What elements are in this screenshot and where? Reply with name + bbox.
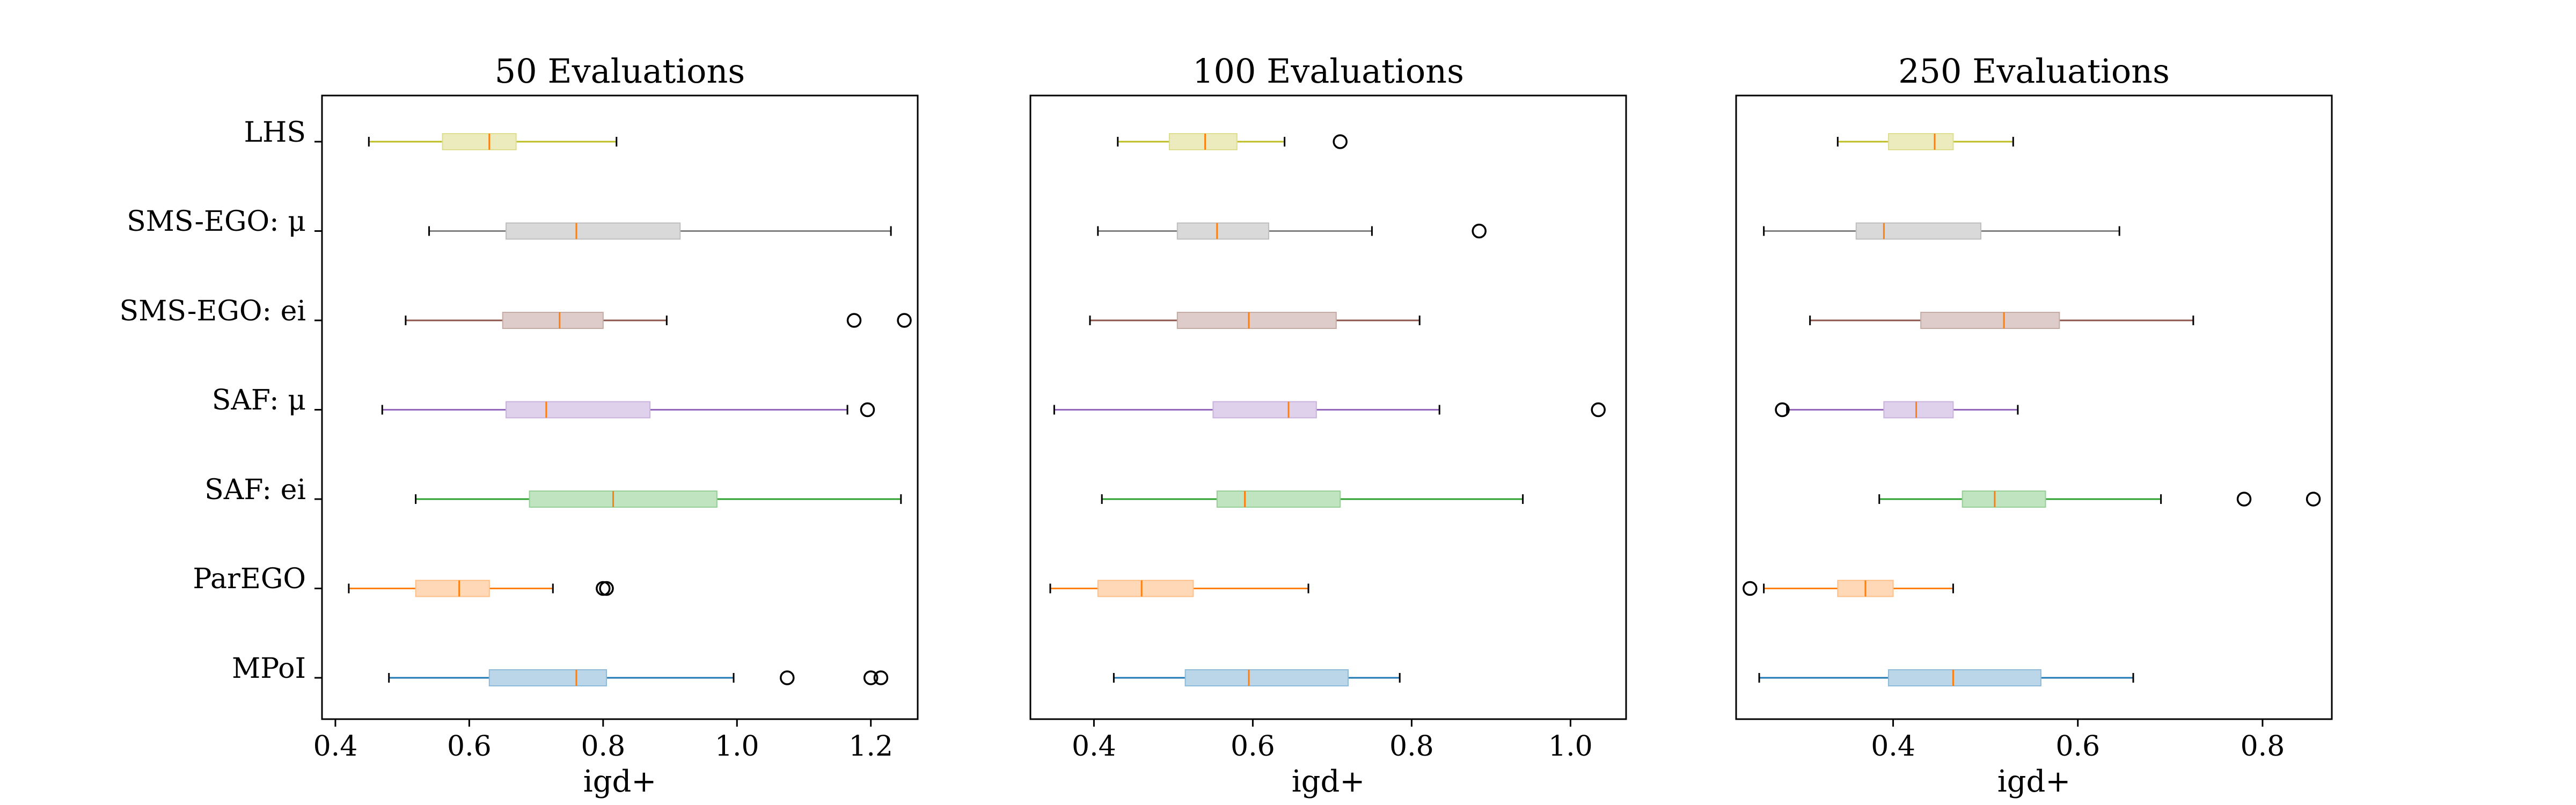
iqr-box	[505, 222, 681, 240]
iqr-box	[1176, 222, 1270, 240]
box-6	[1113, 669, 1401, 686]
box-3	[381, 401, 875, 419]
iqr-box	[502, 312, 604, 329]
outlier-point	[846, 313, 862, 328]
outlier-point	[863, 670, 879, 685]
category-label-parego: ParEGO	[193, 563, 306, 595]
box-5	[1049, 580, 1309, 597]
iqr-box	[1176, 312, 1337, 329]
iqr-box	[1212, 401, 1317, 419]
iqr-box	[1169, 133, 1238, 150]
box-4	[1101, 491, 1524, 508]
axes-frame	[321, 94, 919, 720]
category-label-sms-ego-mu: SMS-EGO: μ	[127, 206, 306, 238]
iqr-box	[1883, 401, 1954, 419]
iqr-box	[529, 491, 718, 508]
outlier-point	[897, 313, 912, 328]
category-label-mpoi: MPoI	[232, 653, 306, 685]
outlier-point	[1743, 581, 1758, 596]
iqr-box	[1855, 222, 1982, 240]
iqr-box	[1097, 580, 1194, 597]
outlier-point	[1591, 402, 1606, 418]
x-axis-label: igd+	[583, 764, 657, 799]
x-tick-label: 0.6	[447, 730, 492, 763]
panel-50-evaluations: 50 Evaluations igd+ 0.4 0.6 0.8 1.0 1.2	[313, 52, 919, 799]
box-3	[1053, 401, 1606, 419]
outlier-point	[860, 402, 875, 418]
box-2	[1809, 312, 2194, 329]
box-1	[428, 222, 892, 240]
box-0	[368, 133, 618, 150]
category-label-lhs: LHS	[244, 116, 306, 149]
axes-frame	[1029, 94, 1627, 720]
x-axis-label: igd+	[1292, 764, 1365, 799]
outlier-point	[599, 581, 614, 596]
x-tick-label: 0.8	[1389, 730, 1434, 763]
iqr-box	[1887, 669, 2041, 686]
box-5	[348, 580, 614, 597]
axes-frame	[1735, 94, 2333, 720]
box-0	[1117, 133, 1348, 150]
iqr-box	[505, 401, 651, 419]
iqr-box	[415, 580, 490, 597]
category-label-sms-ego-ei: SMS-EGO: ei	[119, 295, 306, 327]
category-label-saf-mu: SAF: μ	[212, 384, 306, 416]
iqr-box	[1920, 312, 2060, 329]
x-tick-label: 0.6	[2055, 730, 2100, 763]
category-labels: LHS SMS-EGO: μ SMS-EGO: ei SAF: μ SAF: e…	[119, 116, 306, 685]
panel-250-evaluations: 250 Evaluations igd+ 0.4 0.6 0.8	[1735, 52, 2333, 799]
iqr-box	[1216, 491, 1341, 508]
outlier-point	[1333, 134, 1348, 149]
box-6	[388, 669, 889, 686]
box-4	[1878, 491, 2321, 508]
box-2	[405, 312, 912, 329]
x-tick-label: 0.4	[1871, 730, 1915, 763]
x-tick-label: 0.4	[1072, 730, 1116, 763]
iqr-box	[1962, 491, 2046, 508]
x-tick-label: 0.8	[2241, 730, 2285, 763]
x-tick-label: 0.8	[581, 730, 625, 763]
outlier-point	[1775, 402, 1790, 418]
outlier-point	[873, 670, 889, 685]
panel-100-evaluations: 100 Evaluations igd+ 0.4 0.6 0.8 1.0	[1029, 52, 1627, 799]
iqr-box	[488, 669, 608, 686]
x-tick-label: 1.0	[1548, 730, 1593, 763]
iqr-box	[1887, 133, 1954, 150]
x-tick-label: 0.6	[1231, 730, 1275, 763]
x-tick-label: 1.2	[848, 730, 893, 763]
box-6	[1758, 669, 2134, 686]
panel-title: 50 Evaluations	[495, 52, 745, 91]
outlier-point	[780, 670, 795, 685]
outlier-point	[2306, 492, 2321, 507]
iqr-box	[442, 133, 517, 150]
panel-title: 100 Evaluations	[1192, 52, 1464, 91]
iqr-box	[1184, 669, 1349, 686]
box-0	[1836, 133, 2014, 150]
category-label-saf-ei: SAF: ei	[204, 474, 306, 506]
outlier-point	[1472, 223, 1487, 239]
box-5	[1743, 580, 1954, 597]
box-4	[415, 491, 902, 508]
outlier-point	[2236, 492, 2252, 507]
box-1	[1763, 222, 2120, 240]
box-2	[1089, 312, 1421, 329]
x-axis-label: igd+	[1997, 764, 2071, 799]
x-tick-label: 0.4	[313, 730, 358, 763]
panel-title: 250 Evaluations	[1898, 52, 2170, 91]
x-tick-label: 1.0	[715, 730, 759, 763]
box-1	[1097, 222, 1487, 240]
box-3	[1775, 401, 2019, 419]
